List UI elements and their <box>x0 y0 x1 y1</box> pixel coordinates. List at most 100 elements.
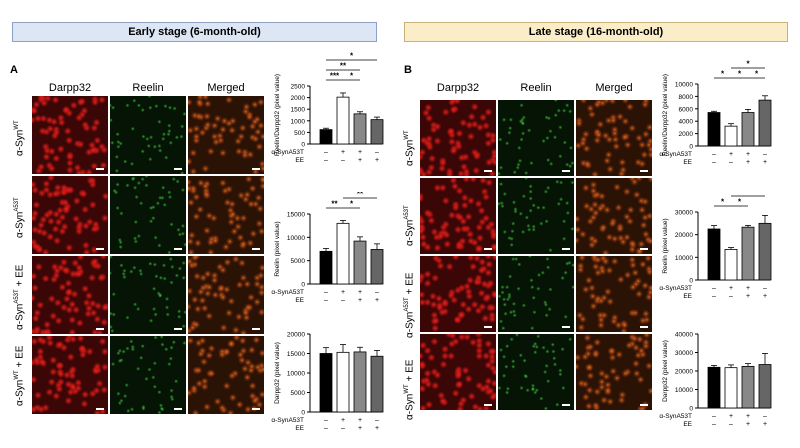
y-tick-label: 1500 <box>291 107 306 114</box>
panel-b-letter: B <box>404 64 412 76</box>
y-tick-label: 0 <box>301 142 305 149</box>
significance-label: *** <box>330 72 340 81</box>
treatment-row-label: EE <box>295 425 304 432</box>
treatment-row-value: + <box>763 293 767 300</box>
panel-a-row-label-2: α-SynA53T <box>14 197 26 238</box>
treatment-row-value: – <box>763 151 767 158</box>
significance-label: ** <box>340 62 347 71</box>
panel-a-col-reelin: Reelin <box>132 82 164 94</box>
bar <box>353 351 367 413</box>
treatment-row-value: – <box>324 149 328 156</box>
y-axis-label: Reelin (pixel value) <box>662 218 669 273</box>
bar <box>370 249 384 285</box>
treatment-row-value: – <box>729 159 733 166</box>
treatment-row-value: – <box>712 413 716 420</box>
treatment-row-value: + <box>358 297 362 304</box>
panel-a-tile-r4-red <box>32 336 108 414</box>
bar <box>319 353 333 413</box>
treatment-row-value: – <box>324 425 328 432</box>
chart-b1-reelin-darpp32-ratio: 0 2000 4000 6000 8000 10000 Reelin/Darpp32 (pi… <box>659 60 772 166</box>
y-tick-label: 2000 <box>291 95 306 102</box>
y-tick-label: 10000 <box>287 371 305 378</box>
significance-label: * <box>350 200 354 209</box>
bar <box>353 240 367 285</box>
treatment-row-value: – <box>712 285 716 292</box>
bar <box>724 125 738 147</box>
y-tick-label: 0 <box>301 410 305 417</box>
significance-label: * <box>350 52 354 61</box>
treatment-row-value: – <box>712 293 716 300</box>
y-axis-label: Reelin/Darpp32 (pixel value) <box>274 74 281 156</box>
panel-b-tile-r3-green <box>498 256 574 332</box>
bar <box>707 366 721 409</box>
scale-bar <box>562 248 570 250</box>
treatment-row-label: α-SynA53T <box>659 151 692 158</box>
panel-b-tile-r1-green <box>498 100 574 176</box>
y-tick-label: 0 <box>689 278 693 285</box>
bar <box>741 365 755 409</box>
bar <box>353 113 367 145</box>
bar <box>319 250 333 285</box>
scale-bar <box>484 326 492 328</box>
panel-a-row-label-1: α-SynWT <box>14 120 26 156</box>
treatment-row-value: – <box>375 149 379 156</box>
y-tick-label: 5000 <box>291 258 306 265</box>
scale-bar <box>174 168 182 170</box>
treatment-row-value: – <box>324 157 328 164</box>
significance-label: * <box>721 70 725 79</box>
y-tick-label: 30000 <box>675 350 693 357</box>
panel-b-tile-r1-red <box>420 100 496 176</box>
scale-bar <box>562 170 570 172</box>
treatment-row-label: α-SynA53T <box>271 289 304 296</box>
treatment-row-value: + <box>341 149 345 156</box>
scale-bar <box>640 326 648 328</box>
panel-b-tile-r4-red <box>420 334 496 410</box>
bar <box>319 129 333 145</box>
chart-b3-darpp32: 0 10000 20000 30000 40000 Darpp32 (pixel valu… <box>659 332 772 428</box>
y-tick-label: 8000 <box>679 94 694 101</box>
treatment-row-value: + <box>746 285 750 292</box>
treatment-row-value: – <box>763 413 767 420</box>
y-axis-label: Reelin/Darpp32 (pixel value) <box>662 74 669 156</box>
y-tick-label: 30000 <box>675 210 693 217</box>
bar <box>741 226 755 281</box>
treatment-row-value: + <box>763 421 767 428</box>
bar <box>724 249 738 281</box>
panel-a-letter: A <box>10 64 18 76</box>
bar <box>336 96 350 145</box>
treatment-row-label: EE <box>295 157 304 164</box>
y-tick-label: 1000 <box>291 118 306 125</box>
y-tick-label: 0 <box>689 406 693 413</box>
significance-label: * <box>738 70 742 79</box>
treatment-row-value: – <box>763 285 767 292</box>
scale-bar <box>562 404 570 406</box>
y-tick-label: 0 <box>301 282 305 289</box>
panel-b-tile-r2-red <box>420 178 496 254</box>
treatment-row-value: – <box>712 159 716 166</box>
panel-b-row-label-3: α-SynA53T + EE <box>404 272 416 338</box>
panel-b-row-label-4: α-SynWT + EE <box>404 359 416 420</box>
y-tick-label: 20000 <box>675 369 693 376</box>
bar <box>724 367 738 409</box>
scale-bar <box>96 168 104 170</box>
treatment-row-value: – <box>341 425 345 432</box>
chart-a1-reelin-darpp32-ratio: 0 500 1000 1500 2000 2500 Reelin/Darpp32 (pixe… <box>271 52 384 164</box>
y-axis-label: Darpp32 (pixel value) <box>662 340 669 402</box>
treatment-row-value: – <box>729 293 733 300</box>
panel-b-col-merged: Merged <box>595 82 633 94</box>
treatment-row-value: + <box>358 417 362 424</box>
treatment-row-value: – <box>729 421 733 428</box>
treatment-row-value: + <box>729 413 733 420</box>
panel-a-tile-r2-merged <box>188 176 264 254</box>
panel-a-tile-r1-red <box>32 96 108 174</box>
y-tick-label: 10000 <box>675 387 693 394</box>
treatment-row-value: + <box>746 293 750 300</box>
y-tick-label: 5000 <box>291 390 306 397</box>
treatment-row-value: + <box>746 421 750 428</box>
scale-bar <box>174 328 182 330</box>
panel-a-tile-r1-green <box>110 96 186 174</box>
scale-bar <box>252 248 260 250</box>
panel-b-tile-r3-red <box>420 256 496 332</box>
bar <box>707 228 721 281</box>
panel-a-tile-r3-merged <box>188 256 264 334</box>
